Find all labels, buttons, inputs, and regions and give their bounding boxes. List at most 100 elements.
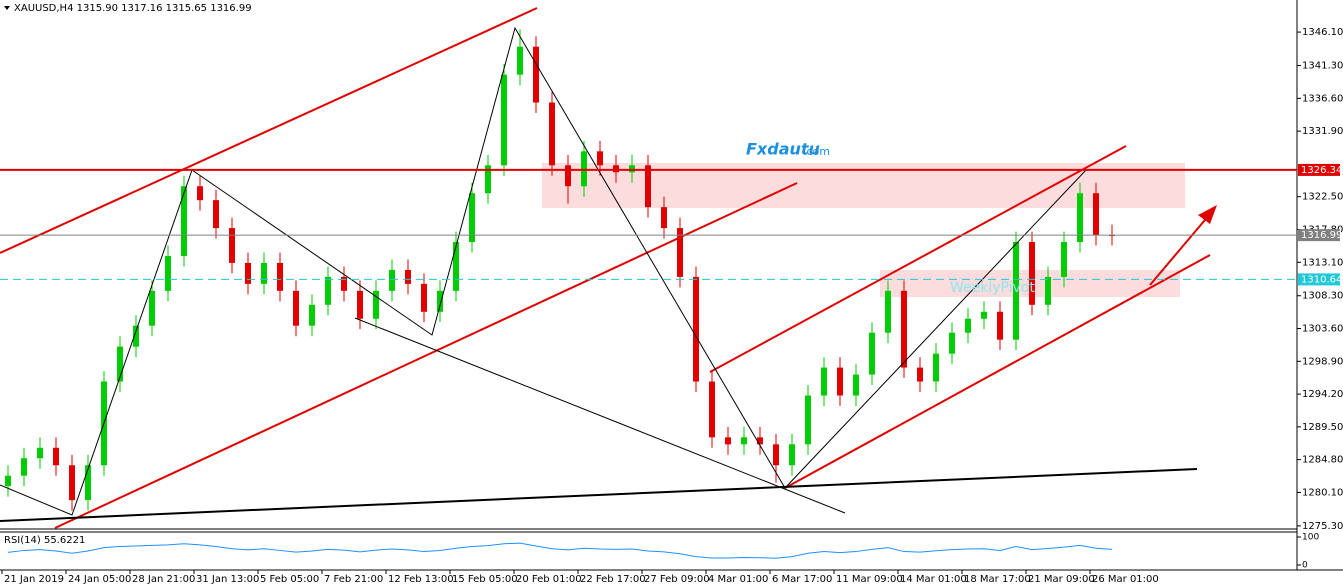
x-tick-label: 24 Jan 05:00 <box>68 574 131 585</box>
candle-body <box>469 193 475 243</box>
candle-body <box>773 444 779 466</box>
candle-body <box>309 304 315 326</box>
channel-lower <box>54 182 798 529</box>
candle-body <box>37 447 43 459</box>
candle-body <box>357 290 363 319</box>
candle-body <box>453 242 459 291</box>
candle-body <box>597 151 603 166</box>
arrow <box>1149 213 1211 286</box>
rsi-title: RSI(14) 55.6221 <box>4 535 85 546</box>
y-tick-label: 1284.80 <box>1302 455 1343 466</box>
candle-body <box>533 46 539 103</box>
x-tick-label: 5 Feb 05:00 <box>260 574 319 585</box>
zigzag <box>0 26 1087 516</box>
y-tick-label: 1280.10 <box>1302 487 1343 498</box>
candle-body <box>485 165 491 194</box>
price-level-label: 1310.64 <box>1301 274 1342 285</box>
candle-body <box>677 228 683 277</box>
candle-body <box>293 290 299 326</box>
candle-body <box>885 290 891 333</box>
candle-body <box>1061 242 1067 277</box>
y-tick-label: 1303.60 <box>1302 324 1343 335</box>
candle-body <box>1013 242 1019 340</box>
candle-body <box>181 186 187 256</box>
candle-body <box>69 465 75 501</box>
rsi-tick-label: 100 <box>1302 533 1319 543</box>
x-tick-label: 28 Jan 21:00 <box>132 574 195 585</box>
candle-body <box>581 151 587 187</box>
candle-body <box>501 74 507 166</box>
x-tick-label: 20 Feb 01:00 <box>516 574 582 585</box>
watermark-suffix: .com <box>803 145 830 158</box>
candle-body <box>725 437 731 445</box>
y-tick-label: 1341.30 <box>1302 61 1343 72</box>
trendline <box>354 317 846 514</box>
x-tick-label: 27 Feb 09:00 <box>644 574 710 585</box>
watermark: Fxdautu <box>746 140 820 159</box>
channel2-upper <box>709 145 1127 373</box>
candle-body <box>1077 193 1083 243</box>
candle-body <box>565 165 571 187</box>
candle-body <box>757 437 763 445</box>
candle-body <box>229 228 235 263</box>
candle-body <box>341 276 347 291</box>
menu-icon[interactable] <box>4 6 10 10</box>
candle-body <box>245 262 251 284</box>
candle-body <box>805 395 811 445</box>
candle-body <box>373 290 379 319</box>
y-tick-label: 1336.60 <box>1302 93 1343 104</box>
candle-body <box>197 186 203 201</box>
candle-body <box>901 290 907 368</box>
candle-body <box>405 269 411 284</box>
candle-body <box>133 325 139 347</box>
x-tick-label: 21 Jan 2019 <box>4 574 64 585</box>
header: XAUUSD,H4 1315.90 1317.16 1315.65 1316.9… <box>14 3 252 14</box>
y-tick-label: 1308.30 <box>1302 291 1343 302</box>
candle-body <box>629 165 635 173</box>
candle-body <box>165 255 171 291</box>
candle-body <box>965 318 971 333</box>
candle-body <box>997 311 1003 340</box>
candle-body <box>613 165 619 173</box>
price-level-box <box>1298 273 1340 286</box>
x-tick-label: 15 Feb 05:00 <box>452 574 518 585</box>
candle-body <box>53 447 59 466</box>
y-tick-label: 1298.90 <box>1302 356 1343 367</box>
candle-body <box>661 207 667 229</box>
x-tick-label: 11 Mar 09:00 <box>836 574 903 585</box>
y-tick-label: 1275.30 <box>1302 521 1343 532</box>
x-tick-label: 4 Mar 01:00 <box>708 574 768 585</box>
channel2-lower <box>784 254 1211 489</box>
price-level-box <box>1298 163 1340 176</box>
price-level-box <box>1298 229 1340 242</box>
x-tick-label: 6 Mar 17:00 <box>772 574 832 585</box>
y-tick-label: 1313.10 <box>1302 257 1343 268</box>
channel-upper <box>0 7 538 254</box>
x-tick-label: 31 Jan 13:00 <box>196 574 259 585</box>
y-tick-label: 1331.90 <box>1302 126 1343 137</box>
candle-body <box>277 262 283 291</box>
candle-body <box>693 276 699 382</box>
candle-body <box>437 290 443 312</box>
candle-body <box>213 200 219 229</box>
y-tick-label: 1294.20 <box>1302 389 1343 400</box>
candle-body <box>741 437 747 445</box>
candle-body <box>421 283 427 312</box>
candle-body <box>149 290 155 326</box>
x-tick-label: 21 Mar 09:00 <box>1028 574 1095 585</box>
rsi-line <box>7 542 1113 559</box>
candle-body <box>949 332 955 354</box>
x-tick-label: 7 Feb 21:00 <box>324 574 383 585</box>
price-level-label: 1316.99 <box>1301 230 1342 241</box>
y-tick-label: 1289.50 <box>1302 422 1343 433</box>
x-tick-label: 14 Mar 01:00 <box>900 574 967 585</box>
x-tick-label: 12 Feb 13:00 <box>388 574 454 585</box>
trendlines <box>0 7 1217 529</box>
x-tick-label: 26 Mar 01:00 <box>1092 574 1159 585</box>
x-tick-label: 18 Mar 17:00 <box>964 574 1031 585</box>
y-tick-label: 1346.10 <box>1302 27 1343 38</box>
pivot-label: WeeklyPivot <box>950 280 1035 296</box>
candle-body <box>709 381 715 438</box>
candle-body <box>1093 193 1099 236</box>
